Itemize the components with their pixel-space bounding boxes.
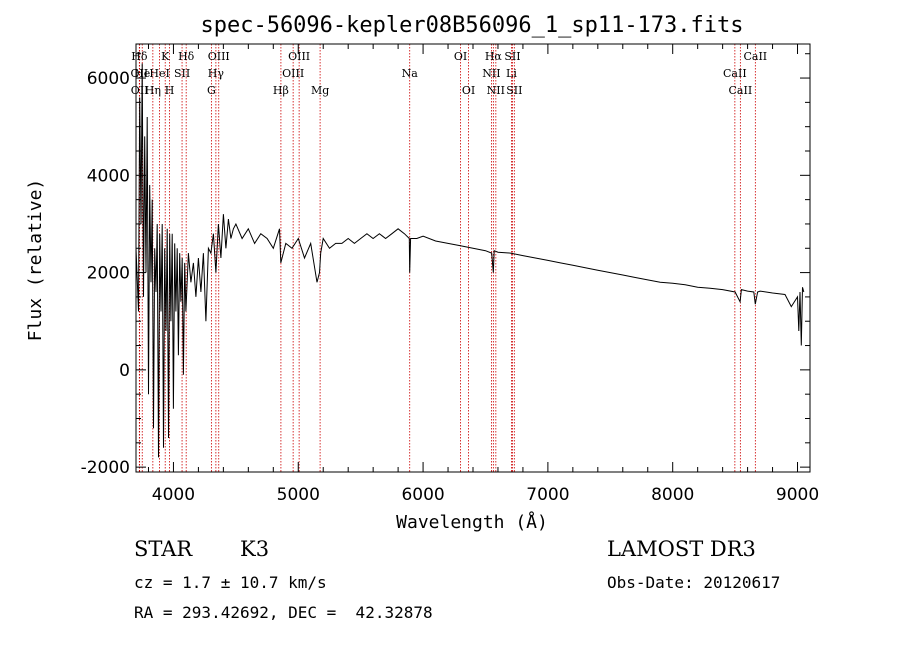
line-label-24: NII [487,84,505,97]
line-label-7: H [165,84,175,97]
x-tick-label-4: 8000 [651,485,694,505]
coordinates: RA = 293.42692, DEC = 42.32878 [134,603,433,622]
line-label-19: OI [462,84,475,97]
y-tick-label-0: -2000 [81,458,130,478]
redshift-text: cz = 1.7 ± 10.7 km/s [134,573,327,592]
line-label-27: CaII [723,67,747,80]
line-label-28: CaII [729,84,753,97]
obs-date: Obs-Date: 20120617 [607,573,781,592]
plot-frame [135,43,811,473]
y-tick-label-4: 6000 [87,69,130,89]
y-tick-label-1: 0 [119,361,130,381]
x-tick-label-3: 7000 [526,485,569,505]
line-label-1: OII [131,67,149,80]
line-label-11: Hγ [208,67,225,80]
x-tick-label-5: 9000 [776,485,819,505]
line-label-5: K [161,50,170,63]
line-label-25: SII [506,84,522,97]
y-axis-label: Flux (relative) [25,179,46,342]
line-label-15: Hβ [273,84,289,97]
x-tick-label-1: 5000 [277,485,320,505]
y-tick-label-2: 2000 [87,264,130,284]
line-label-22: NII [482,67,500,80]
x-axis-ticks: 4000 5000 6000 7000 8000 9000 [147,44,819,505]
line-label-2: OII [131,84,149,97]
line-label-14: OIII [282,67,304,80]
line-label-10: OIII [208,50,230,63]
y-tick-label-3: 4000 [87,166,130,186]
object-class: STAR [134,537,193,561]
line-label-8: Hδ [178,50,195,63]
x-axis-label: Wavelength (Å) [396,511,548,533]
line-label-18: OI [454,50,467,63]
line-label-12: G [207,84,216,97]
line-label-4: Hη [145,84,161,97]
line-label-6: HeI [149,67,169,80]
y-axis-ticks: -2000 0 2000 4000 6000 [81,53,810,478]
x-tick-label-0: 4000 [152,485,195,505]
survey-name: LAMOST DR3 [607,537,756,561]
x-tick-label-2: 6000 [401,485,444,505]
line-label-20: Hα [485,50,503,63]
line-label-13: OIII [288,50,310,63]
line-label-9: SII [174,67,190,80]
line-label-21: SII [504,50,520,63]
line-label-26: CaII [743,50,767,63]
line-label-0: Hδ [131,50,148,63]
line-label-16: Mg [311,84,329,97]
chart-title: spec-56096-kepler08B56096_1_sp11-173.fit… [200,13,743,38]
line-label-17: Na [402,67,419,80]
emission-line-markers [138,44,756,472]
object-subclass: K3 [240,537,270,561]
spectrum-curve [135,63,805,458]
line-label-23: Li [506,67,517,80]
